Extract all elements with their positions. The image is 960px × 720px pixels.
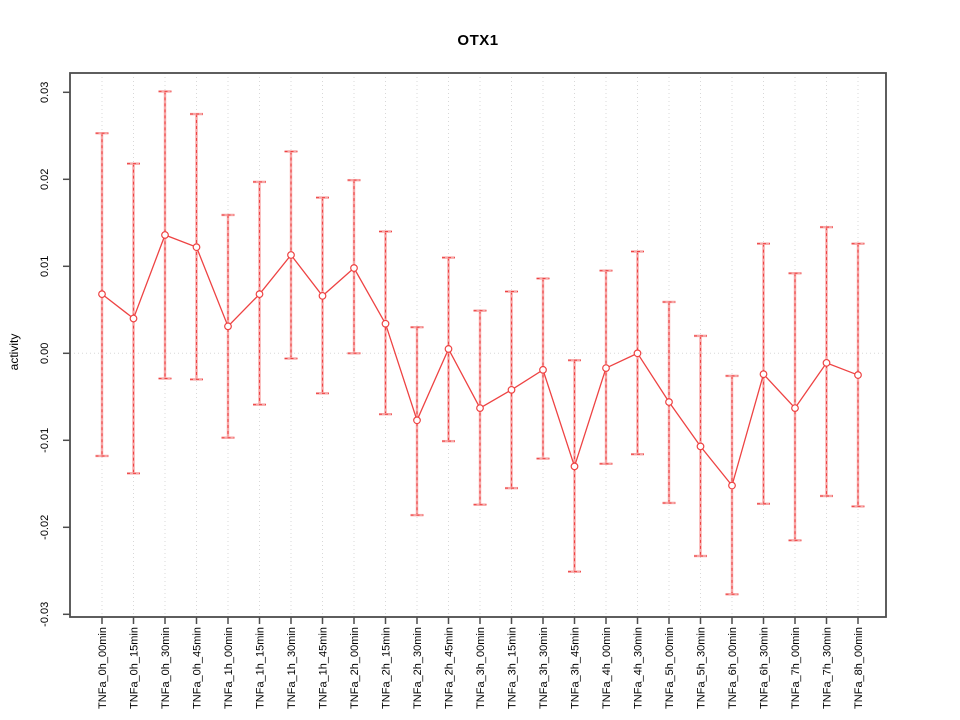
x-tick-label: TNFa_0h_00min bbox=[97, 627, 109, 709]
x-tick-label: TNFa_2h_15min bbox=[381, 627, 393, 709]
data-point-marker bbox=[633, 349, 642, 358]
plot-frame bbox=[69, 72, 887, 618]
x-tick-label: TNFa_1h_30min bbox=[286, 627, 298, 709]
x-tick-label: TNFa_6h_30min bbox=[759, 627, 771, 709]
x-tick-label: TNFa_5h_00min bbox=[664, 627, 676, 709]
data-point-marker bbox=[287, 251, 295, 259]
x-tick-label: TNFa_4h_30min bbox=[633, 627, 645, 709]
x-tick-label: TNFa_8h_00min bbox=[853, 627, 865, 709]
chart-title: OTX1 bbox=[457, 32, 499, 49]
x-tick-label: TNFa_2h_30min bbox=[412, 627, 424, 709]
x-tick-label: TNFa_6h_00min bbox=[727, 627, 739, 709]
data-point-marker bbox=[129, 314, 138, 323]
data-point-marker bbox=[507, 385, 516, 394]
x-tick-label: TNFa_3h_30min bbox=[538, 627, 550, 709]
data-point-marker bbox=[98, 290, 106, 299]
data-point-marker bbox=[444, 345, 453, 353]
data-point-marker bbox=[161, 231, 169, 239]
x-tick-label: TNFa_1h_15min bbox=[255, 627, 267, 709]
data-point-marker bbox=[381, 319, 390, 328]
x-tick-label: TNFa_0h_15min bbox=[129, 627, 141, 709]
x-tick-label: TNFa_0h_30min bbox=[160, 627, 172, 709]
x-tick-label: TNFa_4h_00min bbox=[601, 627, 613, 709]
data-point-marker bbox=[476, 404, 484, 413]
data-point-marker bbox=[696, 442, 705, 451]
x-tick-label: TNFa_3h_00min bbox=[475, 627, 487, 709]
x-tick-label: TNFa_3h_45min bbox=[570, 627, 582, 709]
x-tick-label: TNFa_0h_45min bbox=[192, 627, 204, 709]
data-point-marker bbox=[602, 364, 610, 372]
data-point-marker bbox=[192, 243, 201, 252]
x-tick-label: TNFa_7h_00min bbox=[790, 627, 802, 709]
data-point-marker bbox=[413, 416, 421, 425]
data-point-marker bbox=[539, 365, 547, 374]
data-point-marker bbox=[570, 462, 579, 471]
data-point-marker bbox=[759, 370, 768, 379]
x-tick-label: TNFa_3h_15min bbox=[507, 627, 519, 709]
x-tick-label: TNFa_2h_45min bbox=[444, 627, 456, 709]
x-tick-label: TNFa_1h_45min bbox=[318, 627, 330, 709]
data-point-marker bbox=[318, 291, 327, 300]
data-point-marker bbox=[854, 371, 862, 379]
y-tick-label: -0.02 bbox=[39, 515, 51, 540]
y-tick-label: -0.03 bbox=[39, 602, 51, 627]
y-tick-label: -0.01 bbox=[39, 428, 51, 453]
data-point-marker bbox=[350, 264, 358, 272]
data-point-marker bbox=[665, 398, 673, 406]
x-tick-label: TNFa_7h_30min bbox=[822, 627, 834, 709]
x-tick-label: TNFa_2h_00min bbox=[349, 627, 361, 709]
y-tick-label: 0.02 bbox=[39, 169, 51, 190]
x-tick-label: TNFa_5h_30min bbox=[696, 627, 708, 709]
data-point-marker bbox=[224, 322, 232, 331]
data-point-marker bbox=[822, 358, 831, 367]
data-point-marker bbox=[728, 481, 736, 490]
data-point-marker bbox=[255, 290, 264, 299]
y-tick-label: 0.03 bbox=[39, 82, 51, 103]
x-tick-label: TNFa_1h_00min bbox=[223, 627, 235, 709]
y-tick-label: 0.00 bbox=[39, 343, 51, 364]
data-point-marker bbox=[791, 404, 799, 413]
y-tick-label: 0.01 bbox=[39, 256, 51, 277]
